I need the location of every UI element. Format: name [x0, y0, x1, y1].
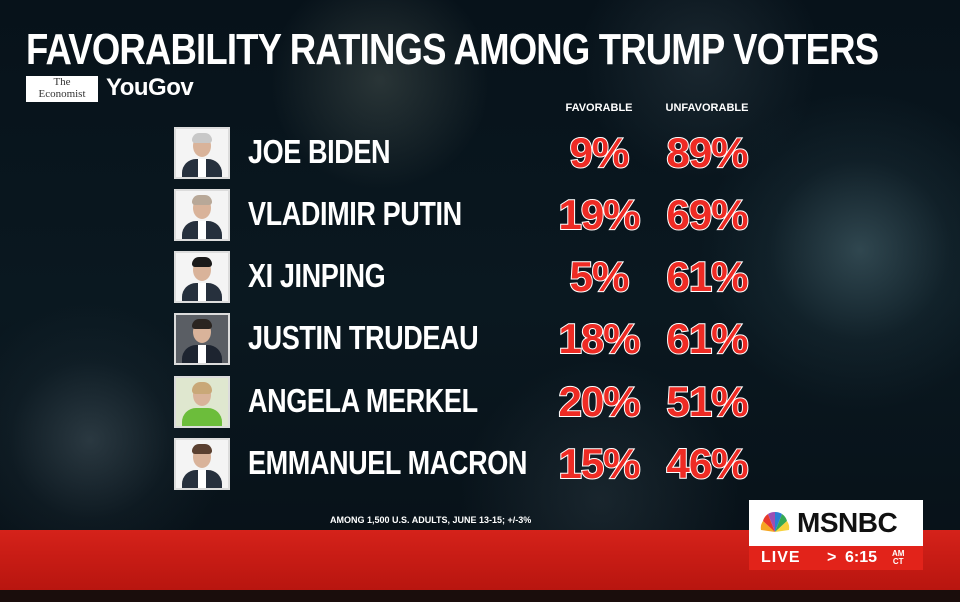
portrait-image [174, 313, 230, 365]
favorable-value: 20% [557, 377, 641, 426]
portrait-image [174, 127, 230, 179]
economist-logo: The Economist [26, 76, 98, 102]
broadcast-time: 6:15 [845, 549, 878, 566]
yougov-logo: YouGov [106, 74, 194, 101]
time-suffix: AM CT [892, 549, 905, 566]
portrait-image [174, 438, 230, 490]
leader-name: JUSTIN TRUDEAU [248, 319, 479, 356]
unfavorable-value: 69% [665, 190, 749, 239]
leader-name: EMMANUEL MACRON [248, 444, 527, 481]
chart-title: FAVORABILITY RATINGS AMONG TRUMP VOTERS [26, 25, 879, 74]
table-row: JOE BIDEN 9% 89% [174, 127, 774, 181]
footnote: AMONG 1,500 U.S. ADULTS, JUNE 13-15; +/-… [330, 515, 532, 525]
table-row: JUSTIN TRUDEAU 18% 61% [174, 313, 774, 367]
favorable-value: 15% [557, 439, 641, 488]
favorable-value: 5% [569, 252, 631, 301]
table-row: VLADIMIR PUTIN 19% 69% [174, 189, 774, 243]
table-row: XI JINPING 5% 61% [174, 251, 774, 305]
column-header-favorable: FAVORABLE [565, 102, 633, 114]
chevron-right-icon: > [827, 549, 837, 566]
live-indicator: LIVE > 6:15 AM CT [749, 546, 923, 570]
table-row: EMMANUEL MACRON 15% 46% [174, 438, 774, 492]
portrait-image [174, 251, 230, 303]
leader-name: JOE BIDEN [248, 133, 391, 170]
leader-name: VLADIMIR PUTIN [248, 195, 462, 232]
peacock-icon [760, 511, 790, 532]
leader-name: ANGELA MERKEL [248, 382, 478, 419]
unfavorable-value: 61% [665, 252, 749, 301]
portrait-image [174, 376, 230, 428]
column-header-unfavorable: UNFAVORABLE [665, 102, 749, 114]
network-name: MSNBC [797, 507, 898, 538]
favorable-value: 18% [557, 314, 641, 363]
unfavorable-value: 89% [665, 128, 749, 177]
favorable-value: 9% [569, 128, 631, 177]
screen-bottom-edge [0, 590, 960, 602]
live-label: LIVE [761, 549, 801, 566]
favorable-value: 19% [557, 190, 641, 239]
unfavorable-value: 46% [665, 439, 749, 488]
msnbc-logo: MSNBC [749, 500, 923, 546]
portrait-image [174, 189, 230, 241]
leader-name: XI JINPING [248, 257, 386, 294]
unfavorable-value: 51% [665, 377, 749, 426]
table-row: ANGELA MERKEL 20% 51% [174, 376, 774, 430]
unfavorable-value: 61% [665, 314, 749, 363]
